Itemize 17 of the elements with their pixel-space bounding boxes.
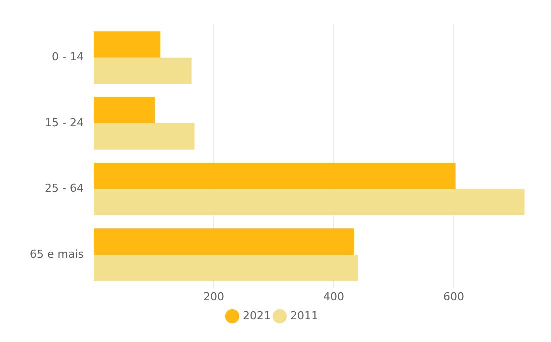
y-tick-label: 15 - 24 bbox=[45, 116, 84, 130]
legend-label: 2011 bbox=[290, 309, 318, 322]
bar bbox=[94, 97, 156, 124]
y-tick-label: 65 e mais bbox=[30, 248, 84, 261]
x-tick-label: 200 bbox=[204, 290, 224, 304]
bar bbox=[94, 189, 525, 216]
bar bbox=[94, 124, 195, 150]
bar bbox=[94, 228, 354, 255]
y-tick-label: 25 - 64 bbox=[45, 182, 84, 196]
x-tick-label: 400 bbox=[324, 290, 344, 304]
bar bbox=[94, 32, 161, 58]
y-tick-label: 0 - 14 bbox=[52, 50, 84, 64]
bar bbox=[94, 162, 456, 190]
legend-label: 2021 bbox=[243, 309, 272, 322]
bar bbox=[94, 254, 358, 282]
bar bbox=[94, 58, 192, 84]
x-tick-label: 600 bbox=[444, 290, 464, 304]
